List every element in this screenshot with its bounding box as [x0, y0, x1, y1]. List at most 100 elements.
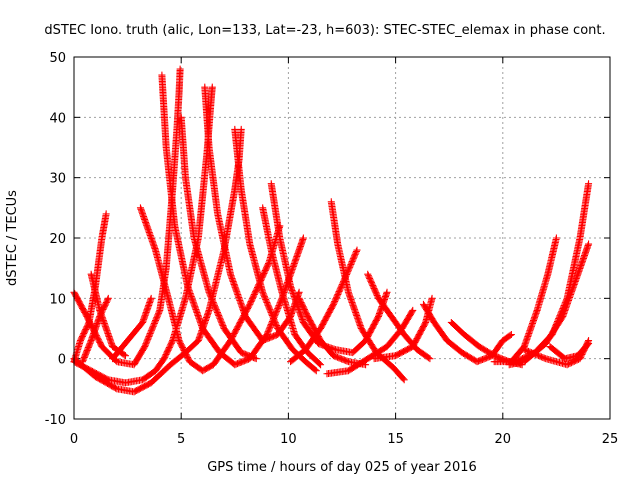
data-point [261, 294, 269, 302]
data-point [262, 297, 270, 305]
data-point [558, 307, 566, 315]
data-point [584, 341, 592, 349]
data-point [266, 323, 274, 331]
data-point [148, 325, 156, 333]
data-point [552, 320, 560, 328]
data-point [408, 308, 416, 316]
data-point [264, 260, 272, 268]
series-arc [505, 240, 593, 369]
data-point [155, 308, 163, 316]
data-point [265, 325, 273, 333]
y-tick-label: 30 [49, 172, 66, 187]
data-point [153, 314, 161, 322]
data-point [212, 304, 220, 312]
data-point [208, 83, 216, 91]
data-points [70, 65, 593, 396]
data-point [562, 297, 570, 305]
data-point [269, 314, 277, 322]
y-tick-label: 0 [58, 353, 66, 368]
data-point [213, 307, 221, 315]
data-point [383, 288, 391, 296]
data-point [152, 315, 160, 323]
data-point [555, 313, 563, 321]
data-point [237, 125, 245, 133]
data-point [147, 294, 155, 302]
data-point [409, 306, 417, 314]
y-tick-label: 20 [49, 232, 66, 247]
series-arc [79, 294, 112, 366]
data-point [216, 314, 224, 322]
data-point [147, 327, 155, 335]
data-point [260, 293, 268, 301]
data-point [155, 309, 163, 317]
data-point [168, 338, 176, 346]
data-point [264, 329, 272, 337]
data-point [263, 300, 271, 308]
data-point [558, 306, 566, 314]
data-point [276, 300, 284, 308]
data-point [265, 304, 273, 312]
x-tick-label: 0 [70, 432, 78, 447]
data-point [145, 332, 153, 340]
data-point [259, 288, 267, 296]
data-point [552, 234, 560, 242]
data-point [206, 291, 214, 299]
x-tick-label: 25 [602, 432, 619, 447]
data-point [152, 317, 160, 325]
data-point [217, 317, 225, 325]
y-tick-label: -10 [45, 413, 66, 428]
data-point [555, 315, 563, 323]
data-point [271, 317, 279, 325]
data-point [507, 331, 515, 339]
data-point [557, 310, 565, 318]
data-point [267, 309, 275, 317]
data-point [274, 303, 282, 311]
data-point [268, 311, 276, 319]
data-point [585, 180, 593, 188]
series-arc [70, 210, 110, 366]
data-point [211, 303, 219, 311]
data-point [215, 311, 223, 319]
x-tick-label: 10 [280, 432, 297, 447]
data-point [209, 297, 217, 305]
data-point [275, 302, 283, 310]
data-point [219, 322, 227, 330]
data-point [272, 320, 280, 328]
data-point [205, 288, 213, 296]
y-tick-label: 40 [49, 111, 66, 126]
data-point [426, 355, 434, 363]
data-point [540, 354, 548, 362]
data-point [146, 330, 154, 338]
data-point [141, 343, 149, 351]
data-point [272, 322, 280, 330]
data-point [112, 384, 120, 392]
data-point [315, 360, 323, 368]
x-tick-label: 20 [495, 432, 512, 447]
data-point [262, 296, 270, 304]
chart-title: dSTEC Iono. truth (alic, Lon=133, Lat=-2… [44, 23, 605, 38]
data-point [317, 361, 325, 369]
data-point [556, 312, 564, 320]
data-point [560, 302, 568, 310]
data-point [154, 311, 162, 319]
data-point [218, 319, 226, 327]
data-point [554, 318, 562, 326]
data-point [311, 366, 319, 374]
data-point [84, 320, 92, 328]
data-point [207, 294, 215, 302]
x-tick-label: 5 [177, 432, 185, 447]
series-arc [546, 340, 593, 363]
data-point [425, 354, 433, 362]
data-point [265, 326, 273, 334]
data-point [146, 331, 154, 339]
data-point [557, 309, 565, 317]
y-tick-label: 50 [49, 51, 66, 66]
series-arc [109, 294, 155, 363]
data-point [269, 313, 277, 321]
data-point [506, 331, 514, 339]
data-point [149, 322, 157, 330]
series-arc [512, 180, 593, 366]
data-point [295, 288, 303, 296]
data-point [428, 294, 436, 302]
data-point [585, 240, 593, 248]
